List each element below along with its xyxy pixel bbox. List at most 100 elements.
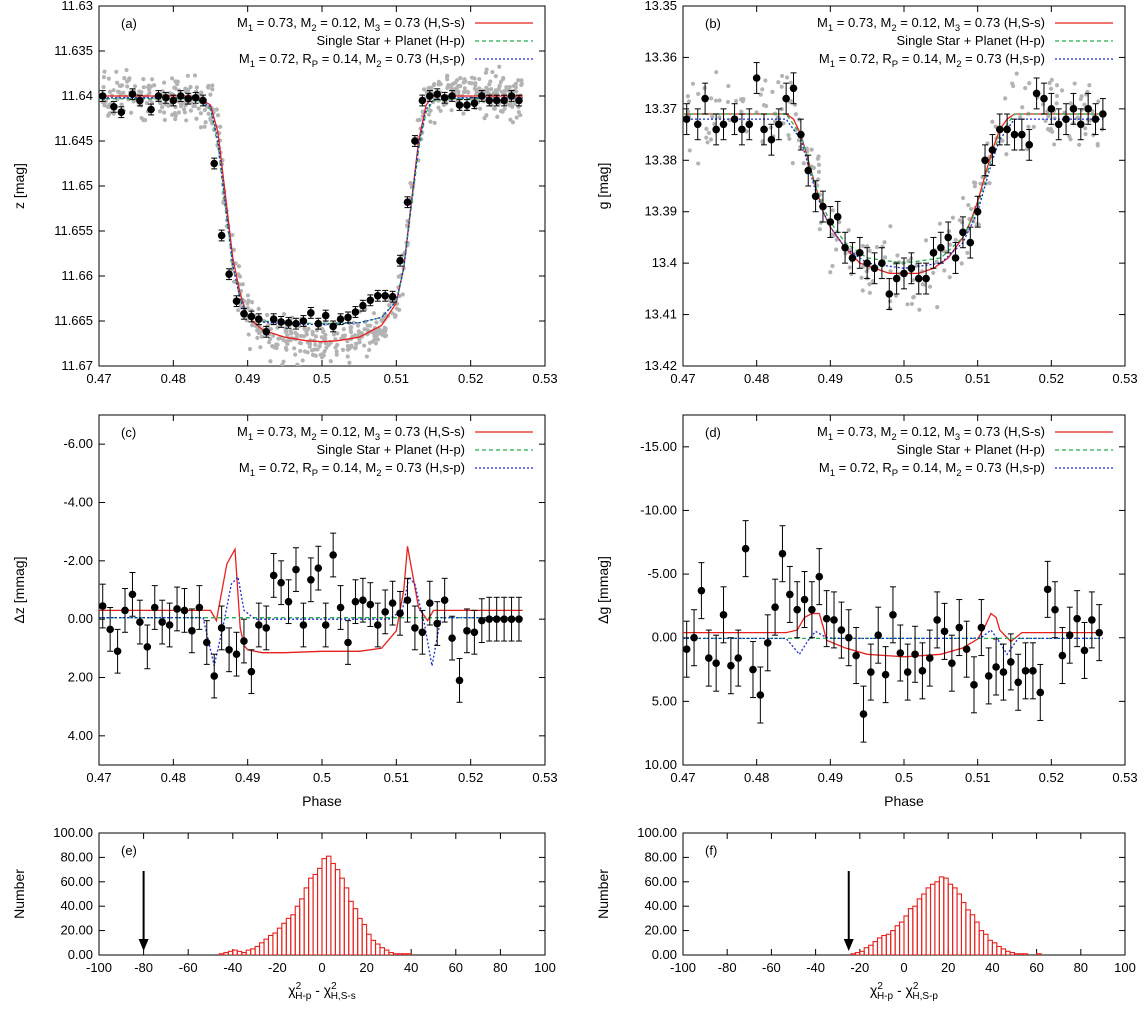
y-axis-label: Δg [mmag] (595, 556, 611, 624)
raw-data-point (867, 282, 872, 287)
binned-point (752, 74, 761, 82)
legend-label-part: = 0.73, M (833, 15, 891, 30)
binned-point (992, 663, 1000, 671)
legend-label-part: 2 (311, 23, 316, 34)
binned-point (896, 649, 905, 657)
binned-point (819, 202, 827, 211)
raw-data-point (1003, 96, 1008, 101)
raw-data-point (313, 342, 318, 347)
raw-data-point (194, 85, 200, 90)
raw-data-point (712, 121, 717, 127)
binned-point (448, 92, 456, 100)
binned-point (440, 94, 449, 102)
raw-data-point (139, 115, 144, 121)
raw-data-point (125, 84, 130, 89)
raw-data-point (284, 329, 289, 334)
binned-point (418, 96, 427, 105)
binned-point (981, 156, 989, 165)
binned-point (1025, 141, 1034, 149)
y-axis-label: Δz [mmag] (11, 557, 27, 624)
x-tick-label: 0.51 (965, 770, 990, 785)
binned-point (948, 659, 956, 667)
raw-data-point (302, 349, 308, 354)
x-tick-label: 0.48 (161, 770, 186, 785)
raw-data-point (501, 75, 506, 81)
y-tick-label: 100.00 (53, 825, 93, 840)
raw-data-point (203, 120, 208, 125)
raw-data-point (194, 116, 199, 121)
binned-point (247, 312, 256, 321)
raw-data-point (198, 125, 204, 130)
histogram-bar (361, 923, 368, 955)
binned-point (507, 615, 516, 623)
binned-point (321, 621, 330, 629)
raw-data-point (1018, 114, 1023, 120)
raw-data-point (256, 306, 261, 311)
binned-point (478, 92, 486, 100)
legend-label-part: M (239, 51, 250, 66)
binned-point (863, 259, 871, 267)
raw-data-point (240, 282, 245, 287)
raw-data-point (834, 247, 839, 252)
raw-data-point (445, 77, 450, 82)
raw-data-point (445, 73, 450, 78)
raw-data-point (990, 119, 995, 124)
raw-data-point (975, 221, 980, 227)
raw-data-point (496, 87, 501, 92)
legend-label-part: M (819, 51, 830, 66)
binned-point (1091, 115, 1100, 123)
raw-data-point (482, 116, 487, 121)
x-tick-label: 0.52 (458, 371, 483, 386)
raw-data-point (508, 103, 513, 108)
histogram-bar (308, 877, 314, 955)
raw-data-point (295, 362, 300, 366)
raw-data-point (111, 88, 116, 93)
y-tick-label: 11.65 (61, 178, 93, 193)
raw-data-point (415, 118, 420, 123)
raw-data-point (375, 332, 380, 337)
raw-data-point (887, 306, 893, 311)
raw-data-point (102, 103, 107, 108)
binned-point (793, 605, 801, 614)
x-tick-label: -20 (268, 960, 287, 975)
histogram-bar (232, 949, 238, 955)
raw-data-point (905, 302, 910, 307)
raw-data-point (266, 340, 272, 345)
raw-data-point (454, 78, 460, 83)
raw-data-point (247, 346, 253, 352)
raw-data-point (502, 88, 508, 93)
raw-data-point (937, 221, 943, 226)
plot-area (218, 855, 412, 955)
raw-data-point (1020, 105, 1025, 110)
raw-data-point (950, 215, 955, 220)
binned-point (760, 125, 768, 134)
histogram-bar (366, 933, 372, 955)
raw-data-point (1067, 134, 1072, 139)
legend-label-part: = 0.72, R (255, 460, 312, 475)
raw-data-point (830, 208, 835, 213)
legend-label-part: = 0.73, M (253, 15, 311, 30)
binned-point (881, 670, 890, 679)
raw-data-point (124, 79, 130, 84)
y-axis-label: Number (595, 869, 611, 919)
x-tick-label: 80 (1074, 960, 1088, 975)
binned-point (147, 105, 155, 114)
raw-data-point (847, 265, 852, 270)
binned-point (269, 315, 278, 324)
y-tick-label: -15.00 (640, 439, 677, 454)
raw-data-point (760, 87, 765, 92)
raw-data-point (947, 275, 952, 280)
binned-point (351, 308, 360, 316)
binned-point (210, 159, 219, 168)
binned-point (1021, 667, 1030, 675)
y-tick-label: 13.35 (644, 0, 677, 13)
binned-point (448, 634, 456, 642)
binned-point (411, 137, 419, 145)
y-tick-label: 11.665 (54, 313, 93, 328)
binned-point (903, 668, 912, 676)
binned-point (925, 654, 934, 662)
raw-data-point (370, 339, 375, 344)
binned-point (749, 665, 757, 674)
legend-label-part: P (312, 468, 318, 479)
x-tick-label: 0.53 (1112, 371, 1137, 386)
